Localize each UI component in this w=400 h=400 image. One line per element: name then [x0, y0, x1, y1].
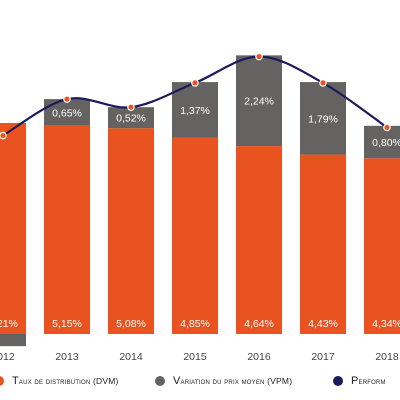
- label-dvm-2013: 5,15%: [52, 318, 82, 330]
- legend-label-dvm: Taux de distribution (DVM): [12, 375, 119, 387]
- x-tick-2018: 2018: [375, 351, 399, 363]
- label-vpm-2017: 1,79%: [308, 113, 338, 125]
- bar-dvm-2014: [108, 128, 154, 334]
- label-dvm-2014: 5,08%: [116, 318, 146, 330]
- legend-label-performance: Perform: [351, 375, 386, 387]
- bar-dvm-2013: [44, 125, 90, 334]
- performance-point-2014: [127, 103, 135, 112]
- bar-vpm-2015: [172, 82, 218, 138]
- legend-marker-vpm: [155, 376, 165, 386]
- legend-marker-performance: [333, 376, 343, 386]
- bar-dvm-2017: [300, 154, 346, 334]
- performance-points: [0, 52, 391, 140]
- label-vpm-2016: 2,24%: [244, 96, 274, 108]
- data-labels: 5,21% 5,15% 0,65% 5,08% 0,52% 4,85% 1,37% 4,64%…: [0, 96, 400, 330]
- bar-vpm-2014: [108, 107, 154, 129]
- bar-vpm-2018: [364, 125, 400, 159]
- bars: [0, 55, 400, 347]
- label-vpm-2015: 1,37%: [180, 105, 210, 117]
- x-tick-2017: 2017: [311, 351, 335, 363]
- label-dvm-2012: 5,21%: [0, 318, 18, 330]
- performance-point-2017: [319, 79, 327, 87]
- label-vpm-2014: 0,52%: [116, 113, 146, 125]
- bar-dvm-2015: [172, 137, 218, 334]
- x-tick-2016: 2016: [247, 351, 271, 363]
- x-tick-2013: 2013: [55, 351, 79, 363]
- performance-point-2012: [0, 131, 7, 140]
- bar-dvm-2016: [236, 146, 282, 334]
- label-dvm-2018: 4,34%: [372, 318, 400, 330]
- x-tick-2014: 2014: [119, 351, 143, 363]
- label-vpm-2013: 0,65%: [52, 107, 82, 119]
- x-tick-2015: 2015: [183, 351, 207, 363]
- performance-point-2015: [191, 79, 199, 87]
- label-dvm-2016: 4,64%: [244, 318, 274, 330]
- legend-item-dvm: Taux de distribution (DVM): [0, 375, 119, 387]
- performance-point-2018: [383, 123, 391, 132]
- label-dvm-2017: 4,43%: [308, 318, 338, 330]
- bar-vpm-2012: [0, 334, 26, 347]
- legend-label-vpm: Variation du prix moyen (VPM): [173, 375, 293, 387]
- legend-item-vpm: Variation du prix moyen (VPM): [155, 375, 292, 387]
- bar-vpm-2013: [44, 99, 90, 126]
- x-axis-ticks: 2012 2013 2014 2015 2016 2017 2018: [0, 351, 399, 363]
- bar-vpm-2016: [236, 55, 282, 147]
- x-tick-2012: 2012: [0, 351, 15, 363]
- bar-vpm-2017: [300, 82, 346, 155]
- label-dvm-2015: 4,85%: [180, 318, 210, 330]
- legend-item-performance: Perform: [333, 375, 386, 387]
- legend-marker-dvm: [0, 376, 4, 386]
- performance-point-2016: [255, 52, 263, 61]
- chart-legend: Taux de distribution (DVM) Variation du …: [0, 370, 400, 396]
- label-vpm-2018: 0,80%: [372, 137, 400, 149]
- bar-dvm-2012: [0, 122, 26, 335]
- bar-dvm-2018: [364, 158, 400, 334]
- performance-point-2013: [63, 95, 71, 103]
